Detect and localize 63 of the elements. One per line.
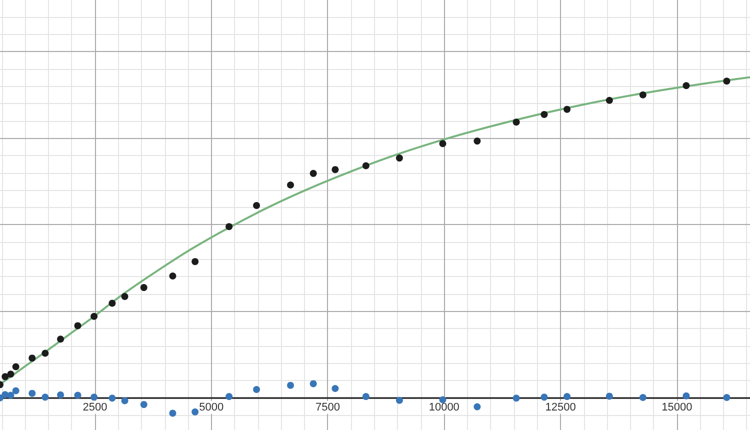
x-tick-label: 15000 xyxy=(662,401,692,414)
point xyxy=(639,91,646,98)
point xyxy=(74,392,82,399)
point xyxy=(512,118,520,126)
point xyxy=(332,385,339,392)
point xyxy=(362,393,370,400)
point xyxy=(512,394,520,402)
point xyxy=(108,300,116,307)
point xyxy=(439,140,446,148)
point xyxy=(682,82,690,90)
point xyxy=(287,382,294,389)
x-tick-label: 2500 xyxy=(82,401,108,414)
point xyxy=(540,394,548,401)
point xyxy=(310,380,317,388)
point xyxy=(121,293,128,300)
point xyxy=(606,392,613,400)
point xyxy=(140,284,148,292)
point xyxy=(2,373,9,380)
point xyxy=(639,394,646,401)
point xyxy=(540,110,548,118)
point xyxy=(253,202,260,209)
point xyxy=(362,162,370,170)
point xyxy=(140,401,148,408)
point xyxy=(564,106,571,113)
point xyxy=(74,322,82,330)
point xyxy=(28,354,36,362)
point xyxy=(108,394,116,402)
x-tick-label: 12500 xyxy=(545,401,576,414)
point xyxy=(226,223,233,230)
x-tick-label: 7500 xyxy=(316,401,340,414)
point xyxy=(12,363,20,370)
point xyxy=(57,391,64,398)
point xyxy=(606,96,613,104)
point xyxy=(90,394,98,401)
point xyxy=(42,394,49,401)
point xyxy=(28,390,36,397)
point xyxy=(332,166,339,174)
point xyxy=(723,78,730,85)
point xyxy=(169,410,176,417)
point xyxy=(121,397,128,404)
point xyxy=(12,387,20,394)
point xyxy=(253,386,260,393)
x-tick-label: 5000 xyxy=(199,401,224,414)
point xyxy=(310,170,317,177)
point xyxy=(90,312,98,320)
point xyxy=(723,394,730,401)
point xyxy=(474,403,481,410)
point xyxy=(57,336,64,343)
point xyxy=(564,393,571,400)
point xyxy=(396,396,403,404)
point xyxy=(42,350,49,357)
point xyxy=(192,408,199,416)
point xyxy=(287,181,294,188)
point xyxy=(169,272,176,280)
point xyxy=(396,154,403,162)
x-tick-label: 10000 xyxy=(428,401,460,414)
point xyxy=(7,370,14,378)
point xyxy=(7,392,14,399)
point xyxy=(226,393,233,400)
point xyxy=(474,138,481,145)
point xyxy=(192,258,199,266)
point xyxy=(2,391,9,398)
point xyxy=(682,392,690,400)
